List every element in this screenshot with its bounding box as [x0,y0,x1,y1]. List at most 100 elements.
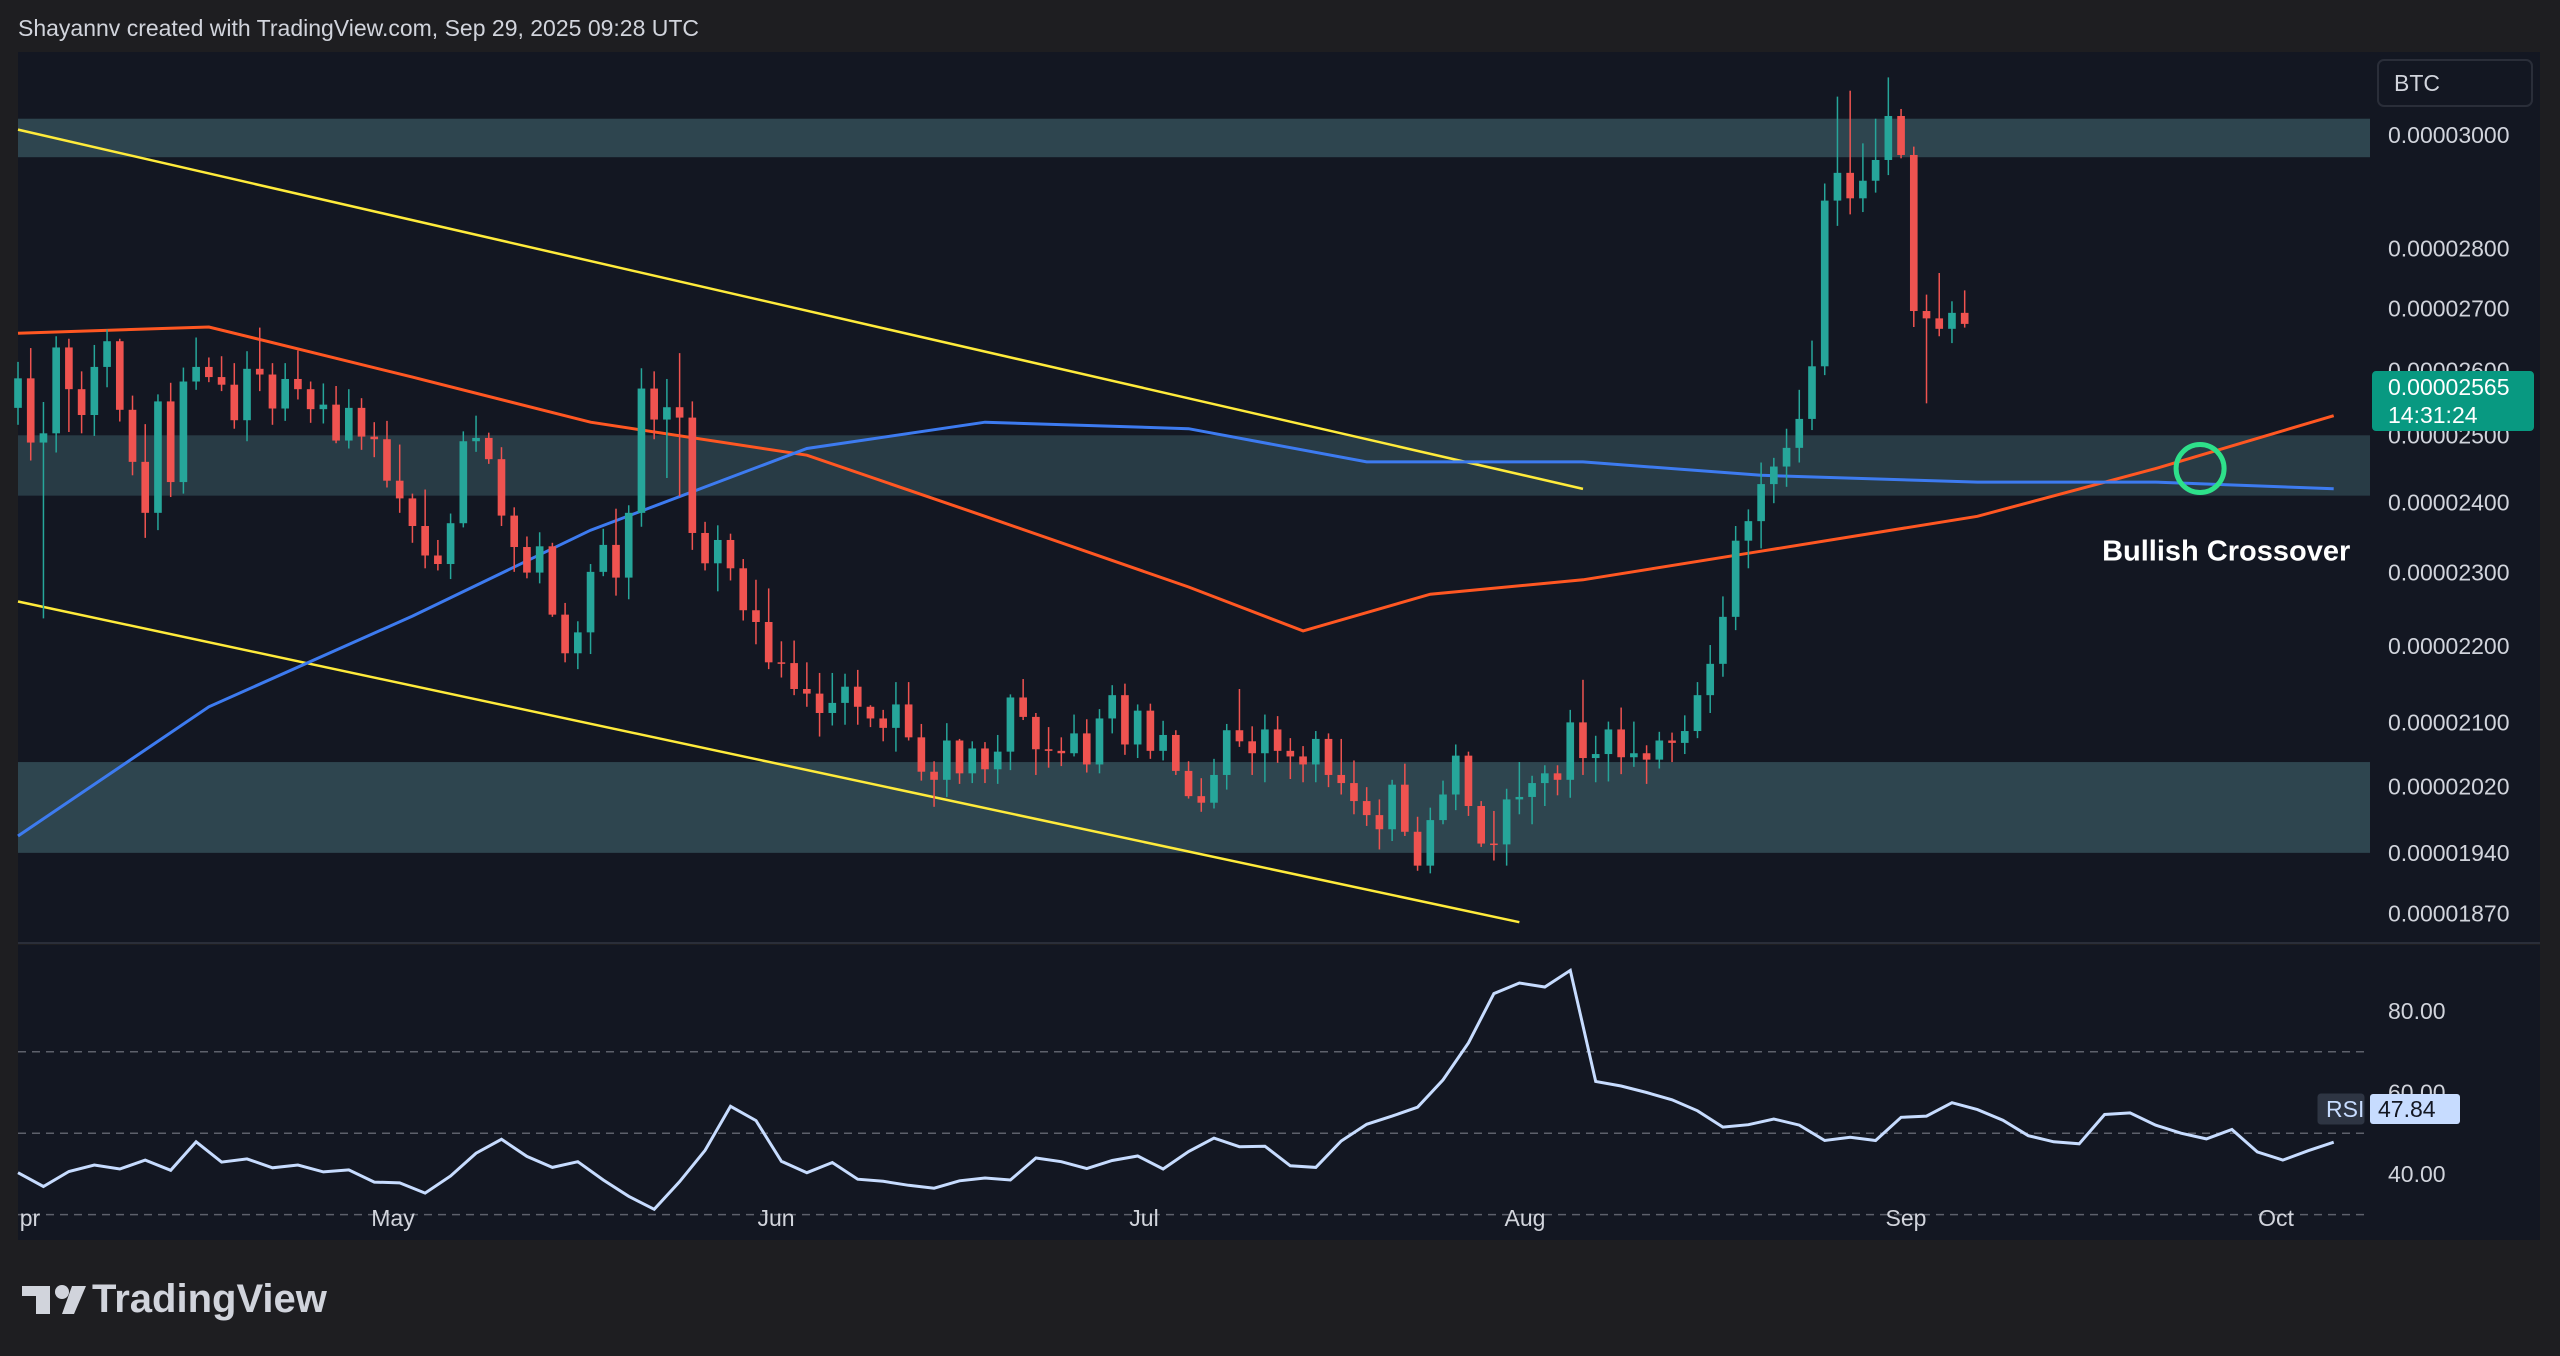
candle [1159,720,1167,761]
candle [1082,719,1091,773]
candle-body [535,546,544,573]
candle [1184,761,1193,799]
candle [1172,730,1180,775]
candle-body [803,689,811,694]
candle-body [637,388,646,513]
candle [574,621,582,670]
candle-body [217,377,226,385]
candle-body [548,546,557,615]
candle-body [1540,773,1549,784]
candle [1197,778,1206,812]
candle [217,356,226,392]
candle-body [726,539,735,569]
candle-body [586,571,595,633]
candle [599,528,608,577]
candle [955,738,964,784]
candle-body [230,384,239,421]
candle-body [472,437,480,442]
candle [14,361,22,425]
candle-body [1311,738,1320,765]
symbol-button[interactable]: BTC [2377,59,2533,107]
candle [1299,746,1307,783]
candle [1439,780,1447,825]
candle-body [1820,200,1829,367]
candle-body [421,526,429,556]
candle [1808,340,1816,431]
candle [701,521,709,571]
candle [497,447,506,527]
candle-body [408,498,417,527]
candle-body [828,702,837,713]
candle-body [1617,729,1625,758]
candle [764,588,773,670]
candle-body [14,378,22,408]
candle-body [892,704,900,728]
candle [942,723,951,797]
candle-body [1553,773,1562,780]
candle [841,673,849,725]
candle-body [1528,783,1536,797]
candle-body [955,740,964,774]
candle [1032,712,1040,775]
candle [1273,716,1282,763]
candle [561,602,569,663]
candle [663,378,671,478]
candle-body [1451,755,1460,795]
candle [688,401,697,550]
rsi-name: RSI [2326,1096,2364,1122]
candle [1528,775,1536,825]
candle [459,431,468,528]
candle [281,363,290,421]
candle [1286,738,1295,780]
candle [879,709,888,742]
candle-body [52,347,60,434]
candle [1795,389,1804,463]
candle-body [1884,116,1893,160]
candle [1019,679,1027,721]
candle [26,348,35,461]
candle [535,532,544,584]
candle-body [1706,663,1715,696]
candle-body [1846,172,1854,199]
candle-body [1057,750,1066,754]
candle-body [599,544,608,572]
price-tick: 0.00002400 [2388,490,2510,516]
candle [1464,751,1473,816]
candle [319,383,328,424]
candle-body [332,404,340,441]
candle-body [383,439,391,481]
candle [1146,703,1155,759]
candle-body [561,614,569,654]
candle-body [688,417,697,533]
trendline-1 [17,128,1584,491]
candle-body [1782,447,1791,467]
candle-body [866,706,875,719]
candle-body [243,368,251,421]
candle [77,371,86,434]
candle [1846,90,1854,215]
x-tick: May [371,1205,415,1231]
candle [1388,779,1396,842]
candle [1426,807,1435,874]
candle [370,422,379,458]
trendline-2 [17,600,1520,924]
candle [1337,738,1346,795]
candle-body [574,632,582,654]
candle [624,505,633,600]
candle [1108,685,1117,734]
candle-body [1261,729,1269,754]
candle [866,705,875,728]
candle-body [255,368,264,375]
rsi-line [17,967,2335,1212]
candle [981,742,989,784]
candle [510,507,519,572]
candle [446,513,455,580]
candle [1401,763,1409,836]
candle-body [1477,806,1486,844]
candle [52,336,60,453]
candle-body [166,401,175,483]
candle [1948,301,1956,344]
candle-body [930,771,938,780]
candle [1680,715,1689,755]
zone-mid [18,435,2370,496]
